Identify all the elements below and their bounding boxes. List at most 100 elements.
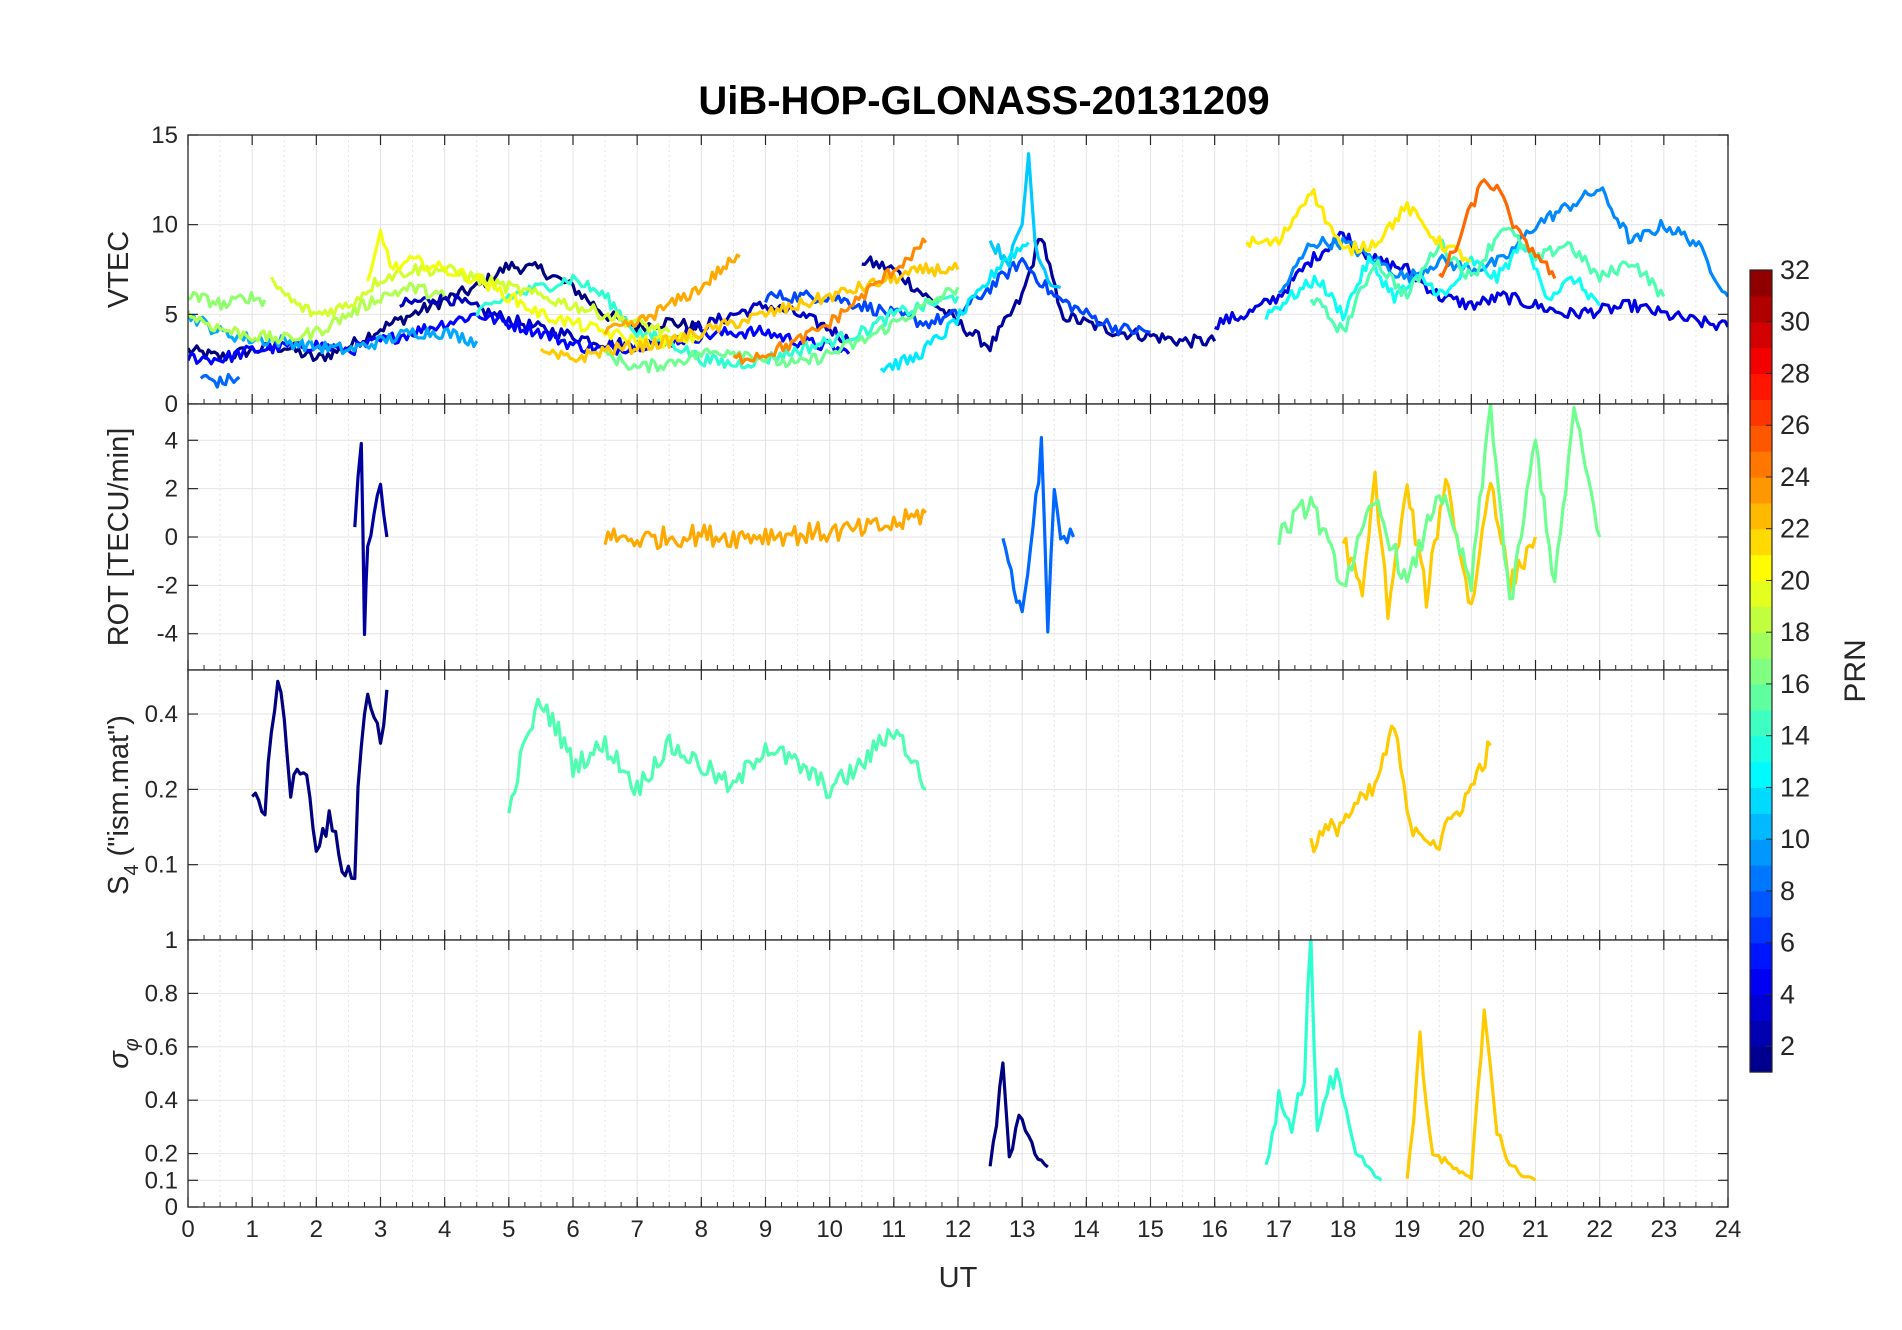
colorbar-segment xyxy=(1750,580,1772,607)
series-prn-2 xyxy=(861,237,1217,353)
x-tick-label: 9 xyxy=(759,1216,772,1243)
series-prn-11 xyxy=(988,152,1062,289)
colorbar-segment xyxy=(1750,787,1772,814)
x-axis-label: UT xyxy=(939,1262,978,1294)
x-tick-label: 0 xyxy=(181,1216,194,1243)
colorbar-segment xyxy=(1750,451,1772,478)
colorbar-segment xyxy=(1750,813,1772,840)
panel-s4: 0.1 0.2 0.4S4 ("ism.mat") xyxy=(103,669,1729,941)
colorbar-segment xyxy=(1750,554,1772,582)
colorbar-tick-label: 6 xyxy=(1780,928,1795,958)
colorbar-tick-label: 28 xyxy=(1780,358,1810,388)
series-prn-14 xyxy=(475,273,960,370)
colorbar-segment xyxy=(1750,865,1772,892)
series-prn-14 xyxy=(1264,940,1383,1182)
panel-vtec: 0 5 10 15 VTEC xyxy=(103,122,1729,418)
x-tick-label: 24 xyxy=(1715,1216,1742,1243)
y-tick-label: 0.4 xyxy=(145,701,178,728)
x-tick-label: 10 xyxy=(816,1216,843,1243)
colorbar-segment xyxy=(1750,1020,1772,1047)
colorbar-segment xyxy=(1750,632,1772,659)
series-prn-8 xyxy=(1001,436,1075,634)
colorbar-tick-label: 2 xyxy=(1780,1031,1795,1061)
x-tick-label: 12 xyxy=(945,1216,972,1243)
series-prn-18 xyxy=(188,281,447,345)
colorbar-tick-label: 14 xyxy=(1780,721,1810,751)
series-prn-16 xyxy=(1277,404,1602,601)
colorbar-segment xyxy=(1750,502,1772,530)
y-tick-label: -2 xyxy=(157,572,178,599)
y-tick-label: 0 xyxy=(165,391,178,418)
series-prn-10 xyxy=(188,310,479,356)
series-prn-15 xyxy=(1309,226,1666,334)
colorbar-segment xyxy=(1750,658,1772,685)
y-tick-label: 4 xyxy=(165,427,178,454)
colorbar-segment xyxy=(1750,968,1772,995)
colorbar-segment xyxy=(1750,295,1772,323)
x-tick-label: 15 xyxy=(1137,1216,1164,1243)
x-tick-label: 11 xyxy=(881,1216,906,1243)
panel-vtec-series xyxy=(188,152,1728,389)
x-tick-label: 5 xyxy=(502,1216,515,1243)
x-tick-label: 2 xyxy=(310,1216,323,1243)
y-tick-label: 0.8 xyxy=(145,980,178,1007)
y-axis-label-rot: ROT [TECU/min] xyxy=(103,428,135,647)
colorbar-segment xyxy=(1750,942,1772,970)
colorbar-segment xyxy=(1750,761,1772,789)
x-tick-label: 21 xyxy=(1522,1216,1549,1243)
y-tick-label: 0.2 xyxy=(145,1141,178,1168)
y-tick-label: 15 xyxy=(151,122,178,149)
colorbar-tick-label: 30 xyxy=(1780,307,1810,337)
x-tick-label: 6 xyxy=(566,1216,579,1243)
x-tick-label: 22 xyxy=(1586,1216,1613,1243)
x-tick-label: 20 xyxy=(1458,1216,1485,1243)
colorbar-segment xyxy=(1750,270,1772,297)
colorbar-tick-label: 16 xyxy=(1780,669,1810,699)
colorbar-segment xyxy=(1750,606,1772,633)
y-tick-label: 0.2 xyxy=(145,776,178,803)
series-prn-20 xyxy=(366,228,703,349)
colorbar-frame xyxy=(1749,269,1773,1073)
colorbar-segment xyxy=(1750,321,1772,349)
colorbar-segment xyxy=(1750,994,1772,1021)
series-prn-17 xyxy=(188,290,267,311)
y-axis-label-s4: S4 ("ism.mat") xyxy=(103,715,143,895)
colorbar-tick-label: 20 xyxy=(1780,565,1810,595)
chart-title: UiB-HOP-GLONASS-20131209 xyxy=(698,79,1269,123)
series-prn-15 xyxy=(507,697,927,814)
series-prn-23 xyxy=(603,253,741,335)
colorbar-tick-label: 10 xyxy=(1780,824,1810,854)
colorbar-segment xyxy=(1750,839,1772,866)
series-prn-19 xyxy=(269,263,671,336)
colorbar-tick-label: 32 xyxy=(1780,255,1810,285)
colorbar-segment xyxy=(1750,683,1772,711)
panel-sigma_phi-series xyxy=(988,940,1537,1182)
y-tick-label: 0.1 xyxy=(145,852,178,879)
y-tick-label: 0.1 xyxy=(145,1167,178,1194)
x-tick-label: 7 xyxy=(630,1216,643,1243)
x-tick-label: 1 xyxy=(245,1216,258,1243)
x-tick-label: 8 xyxy=(695,1216,708,1243)
series-prn-25 xyxy=(1438,178,1557,280)
colorbar-tick-label: 24 xyxy=(1780,462,1810,492)
y-tick-label: -4 xyxy=(157,621,178,648)
colorbar-segment xyxy=(1750,735,1772,763)
y-tick-label: 0 xyxy=(165,524,178,551)
colorbar-segment xyxy=(1750,399,1772,426)
series-prn-22 xyxy=(1405,1008,1537,1182)
x-tick-label: 3 xyxy=(374,1216,387,1243)
series-prn-24 xyxy=(732,237,928,365)
series-prn-21 xyxy=(1245,187,1472,263)
colorbar-tick-label: 12 xyxy=(1780,772,1810,802)
series-prn-2 xyxy=(353,441,389,637)
y-tick-label: 0.4 xyxy=(145,1087,178,1114)
y-axis-label-vtec: VTEC xyxy=(103,231,135,308)
panel-s4-series xyxy=(251,679,1492,881)
panel-rot-series xyxy=(353,404,1602,637)
colorbar-segment xyxy=(1750,373,1772,400)
colorbar-segment xyxy=(1750,709,1772,737)
x-tick-label: 19 xyxy=(1394,1216,1421,1243)
colorbar-segment xyxy=(1750,476,1772,504)
